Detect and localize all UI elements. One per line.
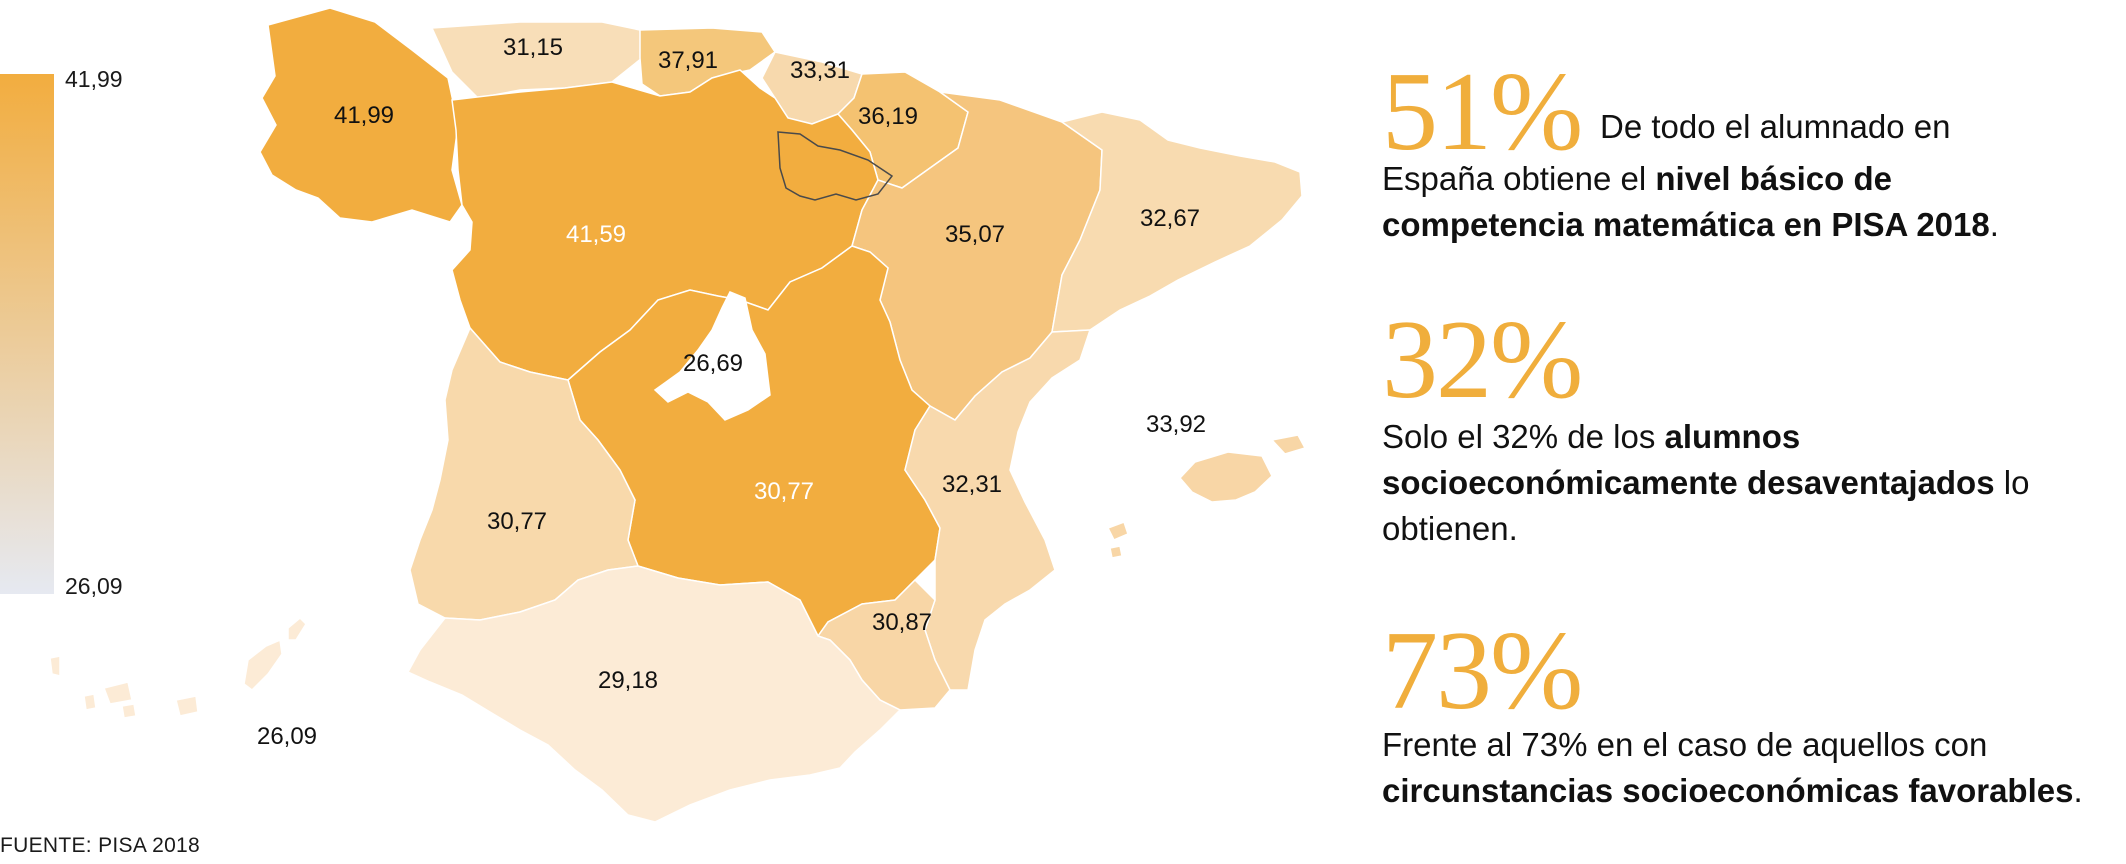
region-canarias bbox=[49, 616, 307, 719]
stat-block-51: 51% bbox=[1382, 56, 1583, 168]
region-value-label-extremadura: 30,77 bbox=[487, 508, 547, 535]
stat-text-51-end: . bbox=[1989, 206, 1999, 243]
region-value-label-canarias: 26,09 bbox=[257, 723, 317, 750]
region-value-label-cataluna: 32,67 bbox=[1140, 205, 1200, 232]
region-value-label-cantabria: 37,91 bbox=[658, 47, 718, 74]
stat-text-32-end: lo obtienen. bbox=[1382, 464, 2030, 547]
region-value-label-castilla-y-leon: 41,59 bbox=[566, 221, 626, 248]
region-baleares bbox=[1106, 434, 1307, 559]
region-cataluna bbox=[1051, 111, 1303, 333]
stat-percentage-73: 73% bbox=[1382, 609, 1583, 733]
region-value-label-asturias: 31,15 bbox=[503, 34, 563, 61]
region-value-label-navarra: 36,19 bbox=[858, 103, 918, 130]
region-value-label-castilla-la-mancha: 30,77 bbox=[754, 478, 814, 505]
stat-percentage-51: 51% bbox=[1382, 50, 1583, 174]
stat-text-51-line1: De todo el alumnado en bbox=[1600, 108, 1951, 145]
stat-text-32: Solo el 32% de los alumnos socioeconómic… bbox=[1382, 414, 2082, 552]
region-value-label-aragon: 35,07 bbox=[945, 221, 1005, 248]
stat-percentage-32: 32% bbox=[1382, 298, 1583, 422]
region-valencia bbox=[904, 329, 1092, 691]
spain-map: 41,99 31,15 37,91 33,31 36,19 41,59 35,07 32,67… bbox=[49, 7, 1307, 823]
region-value-label-galicia: 41,99 bbox=[334, 102, 394, 129]
stat-text-32-part: Solo el 32% de los bbox=[1382, 418, 1665, 455]
region-andalucia bbox=[406, 565, 902, 823]
stat-text-51-part: España obtiene el bbox=[1382, 160, 1656, 197]
stat-block-73: 73% bbox=[1382, 615, 1583, 727]
region-value-label-baleares: 33,92 bbox=[1146, 411, 1206, 438]
legend-min-label: 26,09 bbox=[65, 573, 123, 599]
region-value-label-pais-vasco: 33,31 bbox=[790, 57, 850, 84]
source-note: FUENTE: PISA 2018 bbox=[0, 834, 201, 857]
stat-text-51-bold: nivel básico de competencia matemática e… bbox=[1382, 160, 1990, 243]
region-value-label-madrid: 26,69 bbox=[683, 350, 743, 377]
region-value-label-valencia: 32,31 bbox=[942, 471, 1002, 498]
stat-text-73-bold: circunstancias socioeconómicas favorable… bbox=[1382, 772, 2074, 809]
region-value-label-andalucia: 29,18 bbox=[598, 667, 658, 694]
stat-text-51: España obtiene el nivel básico de compet… bbox=[1382, 156, 2082, 248]
stat-text-32-bold: alumnos socioeconómicamente desaventajad… bbox=[1382, 418, 1995, 501]
stat-text-73: Frente al 73% en el caso de aquellos con… bbox=[1382, 722, 2112, 814]
region-value-label-murcia: 30,87 bbox=[872, 609, 932, 636]
stat-block-32: 32% bbox=[1382, 304, 1583, 416]
legend-gradient-bar bbox=[0, 74, 54, 594]
legend-max-label: 41,99 bbox=[65, 66, 123, 92]
region-madrid bbox=[653, 291, 771, 421]
stat-text-73-part: Frente al 73% en el caso de aquellos con bbox=[1382, 726, 1988, 763]
region-galicia bbox=[259, 7, 463, 223]
stat-text-73-end: . bbox=[2073, 772, 2083, 809]
region-la-rioja-outline bbox=[777, 131, 894, 201]
